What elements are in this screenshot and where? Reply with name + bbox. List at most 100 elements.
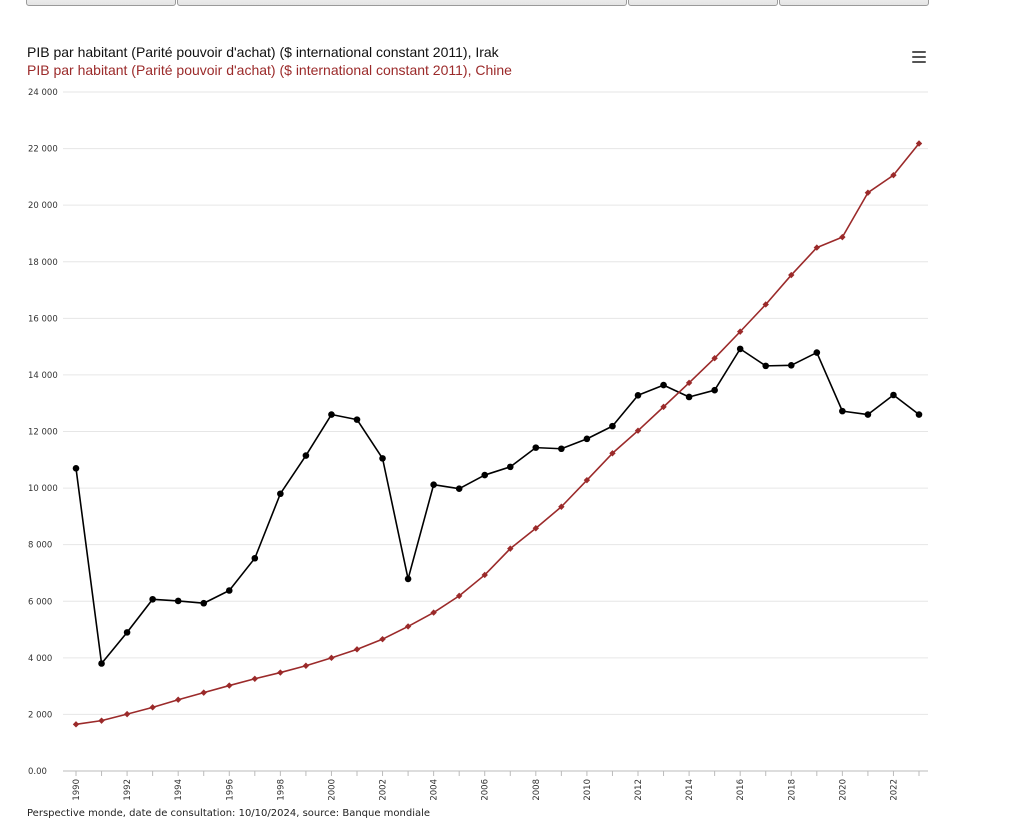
- x-tick-label: 2008: [532, 779, 542, 801]
- x-tick-label: 1996: [225, 779, 235, 801]
- data-point-irak: [532, 444, 540, 451]
- data-point-irak: [762, 362, 770, 370]
- data-point-irak: [149, 595, 156, 603]
- data-point-irak: [583, 435, 591, 443]
- data-point-chine: [430, 609, 437, 616]
- y-tick-label: 2 000: [28, 710, 52, 720]
- data-point-chine: [277, 669, 284, 676]
- data-point-irak: [481, 471, 489, 479]
- data-point-irak: [787, 361, 795, 369]
- x-tick-label: 2002: [379, 779, 389, 801]
- data-point-irak: [353, 416, 361, 423]
- series-line-chine: [75, 142, 920, 726]
- data-point-irak: [98, 660, 105, 667]
- x-tick-label: 2018: [787, 779, 797, 801]
- data-point-irak: [915, 411, 923, 418]
- data-point-irak: [890, 391, 897, 399]
- top-tab-1[interactable]: [26, 0, 176, 6]
- data-point-chine: [583, 476, 591, 484]
- data-point-irak: [123, 629, 131, 636]
- data-point-chine: [507, 545, 514, 552]
- data-point-chine: [404, 623, 412, 630]
- data-point-chine: [788, 271, 795, 279]
- data-point-chine: [762, 301, 769, 308]
- y-tick-label: 12 000: [28, 428, 58, 438]
- data-point-irak: [634, 391, 642, 399]
- data-point-chine: [302, 662, 310, 669]
- data-point-chine: [226, 682, 233, 689]
- data-point-chine: [915, 140, 923, 147]
- data-point-chine: [660, 403, 667, 411]
- data-point-irak: [277, 490, 284, 498]
- y-tick-label: 16 000: [28, 314, 58, 324]
- y-tick-label: 18 000: [28, 258, 58, 268]
- data-point-chine: [98, 717, 105, 724]
- data-point-irak: [455, 485, 463, 492]
- x-tick-label: 1998: [276, 779, 286, 801]
- x-tick-label: 2006: [481, 779, 491, 801]
- data-point-chine: [685, 379, 693, 387]
- y-tick-label: 6 000: [28, 597, 52, 607]
- data-point-irak: [174, 597, 182, 605]
- x-tick-label: 2022: [889, 779, 899, 801]
- y-tick-label: 14 000: [28, 371, 58, 381]
- y-tick-label: 10 000: [28, 484, 58, 494]
- data-point-irak: [864, 411, 872, 418]
- data-point-irak: [302, 452, 310, 459]
- data-point-irak: [685, 393, 693, 401]
- top-tab-4[interactable]: [779, 0, 929, 6]
- x-tick-label: 2016: [736, 779, 746, 801]
- data-point-irak: [711, 386, 718, 394]
- x-tick-label: 2000: [327, 779, 337, 801]
- y-tick-label: 24 000: [28, 88, 58, 98]
- y-tick-label: 22 000: [28, 145, 58, 155]
- x-tick-label: 2012: [634, 779, 644, 801]
- data-point-chine: [149, 704, 156, 711]
- data-point-irak: [379, 455, 386, 462]
- data-point-irak: [558, 445, 565, 453]
- data-point-chine: [890, 171, 897, 179]
- data-point-chine: [353, 646, 361, 653]
- data-point-chine: [379, 635, 386, 643]
- data-point-chine: [328, 654, 335, 662]
- data-point-irak: [328, 411, 335, 418]
- top-tab-3[interactable]: [628, 0, 778, 6]
- source-footer: Perspective monde, date de consultation:…: [27, 808, 431, 819]
- data-point-irak: [660, 381, 667, 389]
- data-point-irak: [609, 422, 616, 430]
- data-point-irak: [736, 345, 744, 353]
- hamburger-menu-icon[interactable]: [912, 51, 926, 63]
- data-point-chine: [455, 592, 463, 600]
- data-point-chine: [200, 689, 207, 696]
- data-point-chine: [864, 189, 872, 196]
- x-tick-label: 2020: [838, 779, 848, 801]
- data-point-irak: [225, 587, 233, 594]
- chart-title: PIB par habitant (Parité pouvoir d'achat…: [27, 44, 499, 60]
- y-tick-label: 4 000: [28, 654, 52, 664]
- data-point-irak: [813, 349, 821, 356]
- data-point-chine: [711, 355, 718, 362]
- data-point-chine: [813, 244, 821, 251]
- x-tick-label: 2014: [685, 779, 695, 801]
- data-point-irak: [404, 575, 412, 583]
- data-point-chine: [634, 427, 642, 434]
- top-tab-bar: [0, 0, 1024, 10]
- x-tick-label: 1992: [123, 779, 133, 801]
- data-point-chine: [609, 450, 616, 457]
- data-point-irak: [430, 481, 437, 488]
- x-tick-label: 2010: [583, 779, 593, 801]
- series-line-irak: [75, 348, 920, 665]
- data-point-chine: [558, 503, 565, 510]
- data-point-irak: [72, 464, 80, 472]
- data-point-irak: [200, 599, 208, 607]
- y-tick-label: 8 000: [28, 541, 52, 551]
- y-tick-label: 20 000: [28, 201, 58, 211]
- x-tick-label: 2004: [430, 779, 440, 801]
- x-tick-label: 1990: [72, 779, 82, 801]
- data-point-irak: [506, 463, 514, 471]
- top-tab-2[interactable]: [177, 0, 627, 6]
- data-point-chine: [72, 721, 80, 728]
- data-point-irak: [251, 554, 259, 562]
- data-point-chine: [123, 710, 131, 718]
